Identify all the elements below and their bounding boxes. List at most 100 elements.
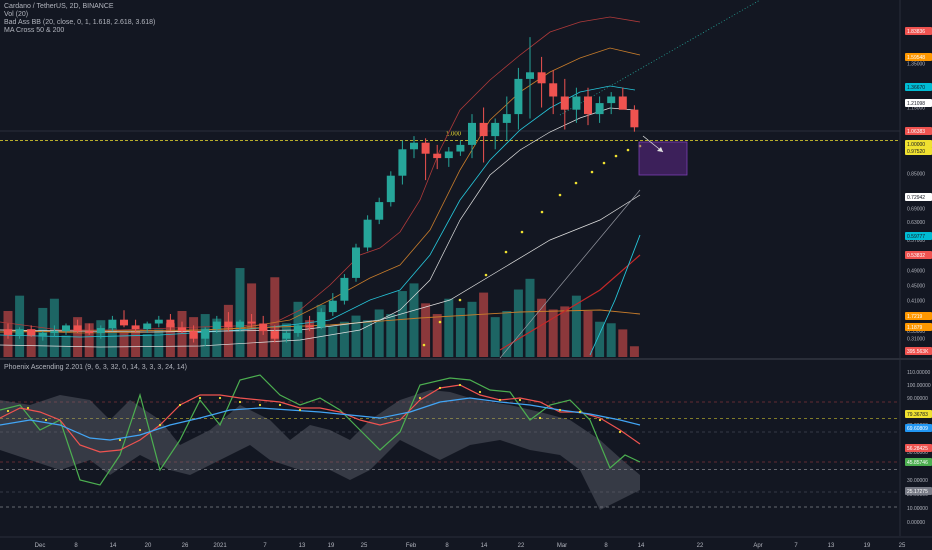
price-tag-label: 0.53832 [907,253,925,259]
osc-tag-label: 56.28425 [907,446,928,452]
candle-body [433,153,442,159]
osc-red-line [0,384,641,453]
candle-body [73,325,82,332]
candle-body [514,78,523,115]
time-tick-label: 8 [445,543,449,549]
price-tick-label: 0.69000 [907,207,925,213]
volume-bar [235,268,245,357]
symbol-title[interactable]: Cardano / TetherUS, 2D, BINANCE [4,3,114,10]
osc-dot [6,409,10,413]
price-tag-label: 0.59777 [907,234,925,240]
time-tick-label: 26 [182,543,189,549]
volume-bar [455,307,465,357]
volume-bar [386,314,396,357]
price-tag [905,83,932,91]
osc-tick-label: 30.00000 [907,478,928,484]
volume-bar [502,311,512,357]
candle-body [108,319,117,329]
price-tag [905,99,932,107]
price-tag [905,347,932,355]
volume-bar [479,292,489,357]
price-tag-label: 1.21098 [907,101,925,107]
osc-tag [905,410,932,418]
fib-level-label: 1.000 [446,132,462,138]
bb-upper-3 [0,16,641,331]
osc-tag [905,444,932,452]
osc-dot [558,408,562,412]
osc-dot [238,400,242,404]
candle-body [305,325,314,328]
candle-body [224,321,233,328]
legend-phoenix[interactable]: Phoenix Ascending 2.201 (9, 6, 3, 32, 0,… [4,364,187,371]
psar-dot [458,298,462,302]
legend-vol[interactable]: Vol (20) [4,11,29,18]
volume-bar [618,329,628,357]
candle-body [189,331,198,339]
price-tick-label: 1.35000 [907,62,925,68]
volume-bar [629,346,639,357]
volume-bar [490,317,500,357]
candle-body [27,329,36,336]
candle-body [270,331,279,339]
bb-upper-2 [0,47,641,334]
price-tag [905,312,932,320]
price-tag [905,27,932,35]
price-tag-label: 1.06383 [907,129,925,135]
price-tick-label: 0.85000 [907,172,925,178]
legend-ma[interactable]: MA Cross 50 & 200 [4,27,65,34]
osc-dot [218,396,222,400]
candle-body [15,329,24,335]
psar-dot [614,154,618,158]
ma-cross-red [499,254,641,351]
price-tag [905,323,932,331]
projection-arrow-head [657,147,663,152]
time-tick-label: 25 [361,543,368,549]
price-tag-label: 395.563K [907,349,929,355]
osc-tag-label: 45.85746 [907,460,928,466]
time-tick-label: 20 [145,543,152,549]
time-tick-label: Feb [406,543,417,549]
candle-body [491,122,500,137]
osc-tick-label: 0.00000 [907,520,925,526]
osc-dot [178,403,182,407]
osc-dot [478,390,482,394]
candle-body [96,328,105,333]
time-tick-label: 19 [864,543,871,549]
volume-bar [513,289,523,357]
ma-200 [0,309,641,333]
candle-body [328,300,337,313]
candle-body [352,247,360,278]
price-tag [905,127,932,135]
volume-bar [606,323,616,357]
volume-bar [571,295,581,357]
price-tick-label: 0.31000 [907,337,925,343]
candle-body [247,321,256,324]
time-tick-label: Dec [35,543,46,549]
osc-tick-label: 50.00000 [907,450,928,456]
candle-body [154,319,163,324]
candle-body [560,96,569,110]
candle-body [131,325,140,330]
price-tag [905,193,932,201]
candle-body [398,149,407,176]
time-tick-label: 13 [828,543,835,549]
candle-body [50,331,59,333]
time-tick-label: 8 [604,543,608,549]
psar-dot [422,343,426,347]
candle-body [85,331,94,333]
time-tick-label: 8 [74,543,78,549]
candle-body [201,329,210,339]
osc-dot [498,398,502,402]
osc-dot [438,386,442,390]
osc-tag [905,424,932,432]
volume-bar [363,320,373,357]
volume-bar [595,321,605,357]
time-tick-label: 25 [899,543,906,549]
legend-bb[interactable]: Bad Ass BB (20, close, 0, 1, 1.618, 2.61… [4,19,156,26]
volume-bar [165,323,175,357]
ma-cross-cyan [589,234,641,356]
candle-body [456,144,465,152]
osc-dot [458,383,462,387]
